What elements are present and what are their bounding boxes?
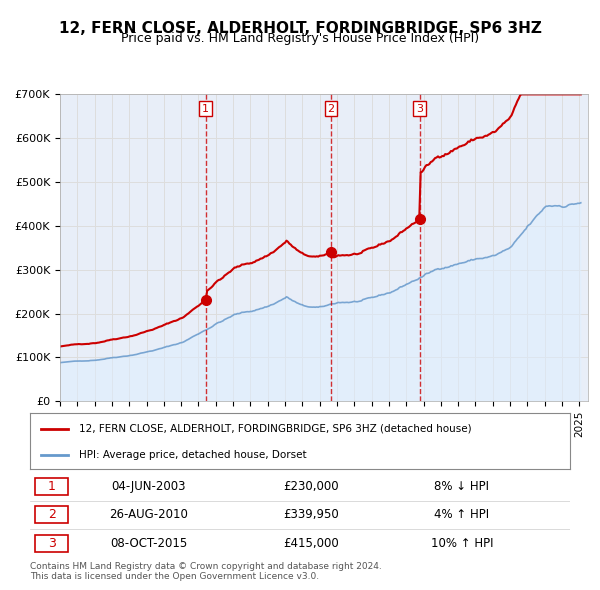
Text: 1: 1 bbox=[47, 480, 56, 493]
Text: £415,000: £415,000 bbox=[283, 537, 338, 550]
FancyBboxPatch shape bbox=[35, 478, 68, 495]
Text: 04-JUN-2003: 04-JUN-2003 bbox=[112, 480, 186, 493]
Text: 3: 3 bbox=[47, 537, 56, 550]
Text: 1: 1 bbox=[202, 104, 209, 114]
Text: 8% ↓ HPI: 8% ↓ HPI bbox=[434, 480, 490, 493]
FancyBboxPatch shape bbox=[35, 535, 68, 552]
Text: 10% ↑ HPI: 10% ↑ HPI bbox=[431, 537, 493, 550]
Text: 12, FERN CLOSE, ALDERHOLT, FORDINGBRIDGE, SP6 3HZ: 12, FERN CLOSE, ALDERHOLT, FORDINGBRIDGE… bbox=[59, 21, 541, 35]
Text: 2: 2 bbox=[328, 104, 334, 114]
FancyBboxPatch shape bbox=[35, 506, 68, 523]
Text: 12, FERN CLOSE, ALDERHOLT, FORDINGBRIDGE, SP6 3HZ (detached house): 12, FERN CLOSE, ALDERHOLT, FORDINGBRIDGE… bbox=[79, 424, 471, 434]
Text: £339,950: £339,950 bbox=[283, 508, 338, 522]
Text: 2: 2 bbox=[47, 508, 56, 522]
Text: HPI: Average price, detached house, Dorset: HPI: Average price, detached house, Dors… bbox=[79, 450, 306, 460]
Text: 3: 3 bbox=[416, 104, 423, 114]
Text: Price paid vs. HM Land Registry's House Price Index (HPI): Price paid vs. HM Land Registry's House … bbox=[121, 32, 479, 45]
Text: 4% ↑ HPI: 4% ↑ HPI bbox=[434, 508, 490, 522]
Text: 08-OCT-2015: 08-OCT-2015 bbox=[110, 537, 187, 550]
Text: 26-AUG-2010: 26-AUG-2010 bbox=[109, 508, 188, 522]
Text: Contains HM Land Registry data © Crown copyright and database right 2024.
This d: Contains HM Land Registry data © Crown c… bbox=[30, 562, 382, 581]
Text: £230,000: £230,000 bbox=[283, 480, 338, 493]
